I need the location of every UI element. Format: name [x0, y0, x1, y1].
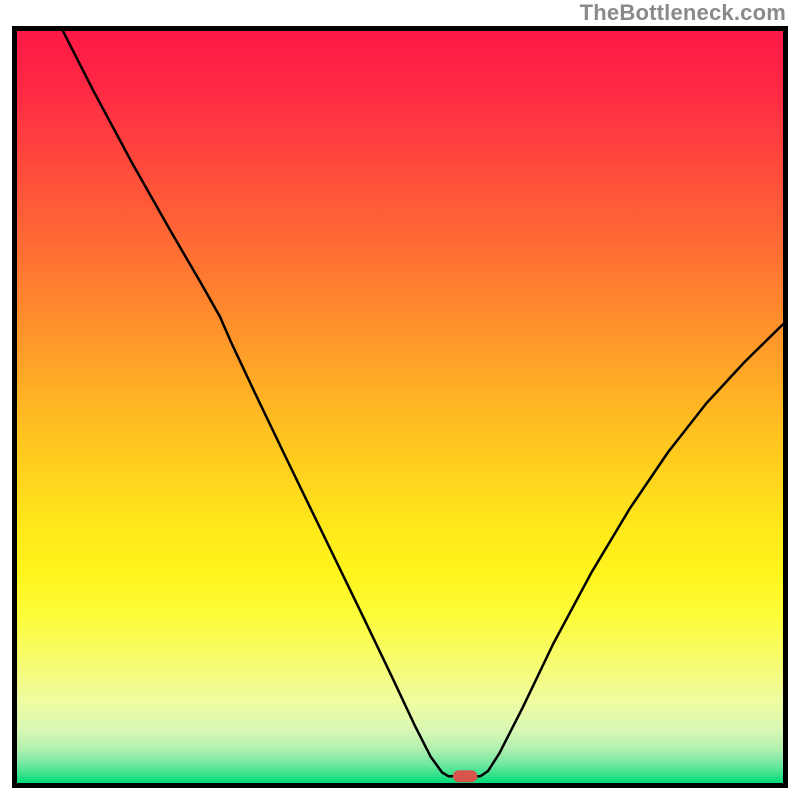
chart-background [17, 31, 783, 783]
chart-frame [12, 26, 788, 788]
optimal-marker [453, 770, 478, 782]
chart-area [17, 31, 783, 783]
watermark-text: TheBottleneck.com [580, 0, 786, 26]
chart-svg [17, 31, 783, 783]
